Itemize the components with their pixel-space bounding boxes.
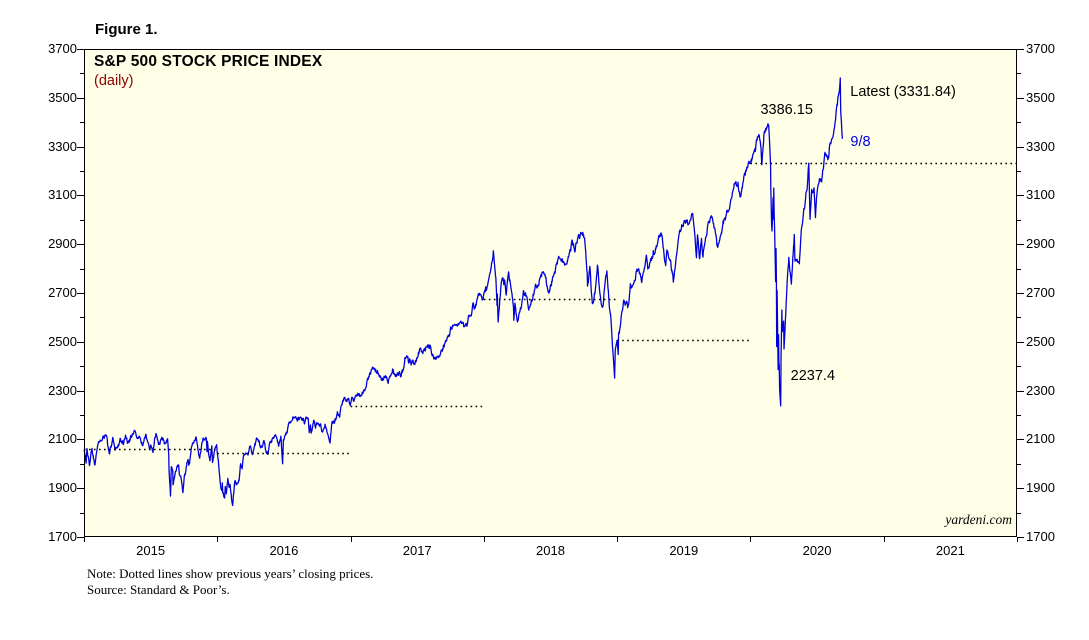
footnotes: Note: Dotted lines show previous years’ … (87, 566, 373, 598)
y-axis-tick-label-left: 3300 (48, 138, 77, 154)
y-axis-tick-label-right: 3300 (1026, 138, 1055, 154)
chart-title: S&P 500 STOCK PRICE INDEX (94, 53, 323, 70)
y-axis-tick-label-left: 3100 (48, 187, 77, 203)
x-axis-year-label: 2020 (802, 543, 832, 558)
y-axis-tick-label-right: 3100 (1026, 187, 1055, 203)
y-axis-tick-label-right: 2900 (1026, 236, 1055, 252)
y-axis-tick-label-right: 1900 (1026, 480, 1055, 496)
y-axis-tick-label-left: 1900 (48, 480, 77, 496)
chart-subtitle: (daily) (94, 73, 134, 89)
y-axis-tick-label-right: 3500 (1026, 89, 1055, 105)
annotation-mar2020-low: 2237.4 (790, 367, 836, 384)
y-axis-tick-label-left: 1700 (48, 529, 77, 544)
source-line: Source: Standard & Poor’s. (87, 582, 230, 597)
annotation-latest-date: 9/8 (850, 133, 871, 150)
x-axis-year-label: 2016 (269, 543, 299, 558)
figure-label: Figure 1. (95, 21, 158, 38)
y-axis-tick-label-right: 1700 (1026, 529, 1055, 544)
y-axis-tick-label-left: 2500 (48, 333, 77, 349)
y-axis-tick-label-left: 3500 (48, 89, 77, 105)
y-axis-tick-label-left: 2300 (48, 382, 77, 398)
y-axis-tick-label-right: 2100 (1026, 431, 1055, 447)
x-axis-year-label: 2021 (935, 543, 965, 558)
annotation-feb2020-peak: 3386.15 (760, 101, 813, 118)
x-axis-year-label: 2019 (669, 543, 699, 558)
y-axis-tick-label-left: 2900 (48, 236, 77, 252)
y-axis-tick-label-right: 2700 (1026, 285, 1055, 300)
x-axis-year-label: 2015 (136, 543, 166, 558)
watermark-yardeni: yardeni.com (945, 512, 1012, 527)
y-axis-tick-label-left: 3700 (48, 41, 77, 56)
note-line: Note: Dotted lines show previous years’ … (87, 566, 374, 581)
annotation-latest-value: Latest (3331.84) (850, 84, 956, 101)
x-axis-year-label: 2018 (536, 543, 565, 558)
y-axis-tick-label-left: 2700 (48, 285, 77, 300)
x-axis-year-label: 2017 (402, 543, 432, 558)
y-axis-tick-label-right: 2300 (1026, 382, 1055, 398)
y-axis-tick-label-left: 2100 (48, 431, 77, 447)
y-axis-tick-label-right: 2500 (1026, 333, 1055, 349)
y-axis-tick-label-right: 3700 (1026, 41, 1055, 56)
